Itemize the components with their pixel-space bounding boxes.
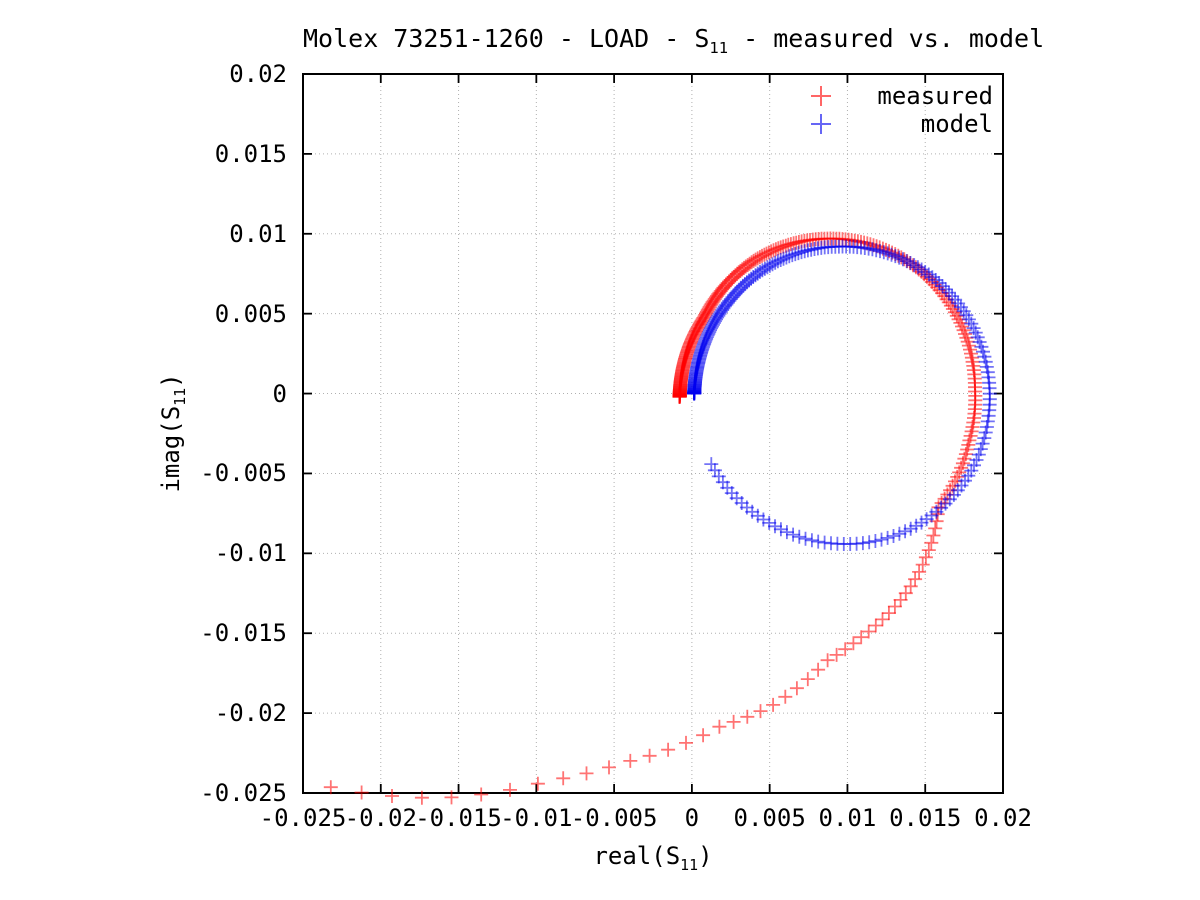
x-axis-label: real(S11) [303, 842, 1003, 874]
x-axis-label-pre: real(S [593, 842, 681, 870]
x-tick-label: -0.015 [415, 804, 502, 832]
y-axis-label-pre: imag(S [157, 405, 186, 493]
y-tick-label: -0.02 [214, 699, 287, 728]
x-tick-label: -0.01 [500, 804, 573, 832]
chart-title-post: - measured vs. model [728, 24, 1045, 53]
y-tick-label: -0.015 [200, 619, 287, 648]
x-axis-label-subscript: 11 [680, 855, 699, 874]
legend-label-measured: measured [877, 82, 993, 110]
x-tick-label: -0.02 [344, 804, 417, 832]
y-axis-label-post: ) [157, 373, 186, 388]
y-tick-label: 0.005 [214, 299, 287, 328]
y-tick-label: 0 [272, 379, 287, 408]
legend-item-measured: measured [803, 82, 993, 110]
y-tick-label: 0.01 [229, 219, 287, 248]
x-tick-label: 0 [684, 804, 700, 832]
series-measured-points [323, 231, 983, 805]
y-tick-label: -0.025 [200, 779, 287, 807]
x-axis-label-post: ) [698, 842, 713, 870]
x-tick-label: -0.025 [259, 804, 347, 832]
chart-title-subscript: 11 [709, 39, 729, 57]
x-tick-label: 0.005 [733, 804, 806, 832]
y-tick-label: -0.005 [200, 459, 287, 488]
x-tick-label: 0.015 [889, 804, 962, 832]
legend-label-model: model [920, 110, 993, 138]
y-axis-label: imag(S11) [157, 373, 189, 492]
y-tick-label: -0.01 [214, 539, 287, 568]
x-tick-label: -0.005 [570, 804, 658, 832]
x-tick-label: 0.01 [818, 804, 877, 832]
series-model-points [687, 239, 997, 551]
y-axis-label-subscript: 11 [170, 387, 189, 406]
y-tick-label: 0.02 [229, 60, 287, 88]
chart-title-pre: Molex 73251-1260 - LOAD - S [303, 24, 710, 53]
y-tick-label: 0.015 [214, 139, 287, 168]
legend-item-model: model [803, 110, 993, 138]
measured-plus-marker-icon [811, 86, 831, 106]
chart-title: Molex 73251-1260 - LOAD - S11 - measured… [303, 24, 1044, 57]
model-plus-marker-icon [811, 114, 831, 134]
x-tick-label: 0.02 [974, 804, 1032, 832]
